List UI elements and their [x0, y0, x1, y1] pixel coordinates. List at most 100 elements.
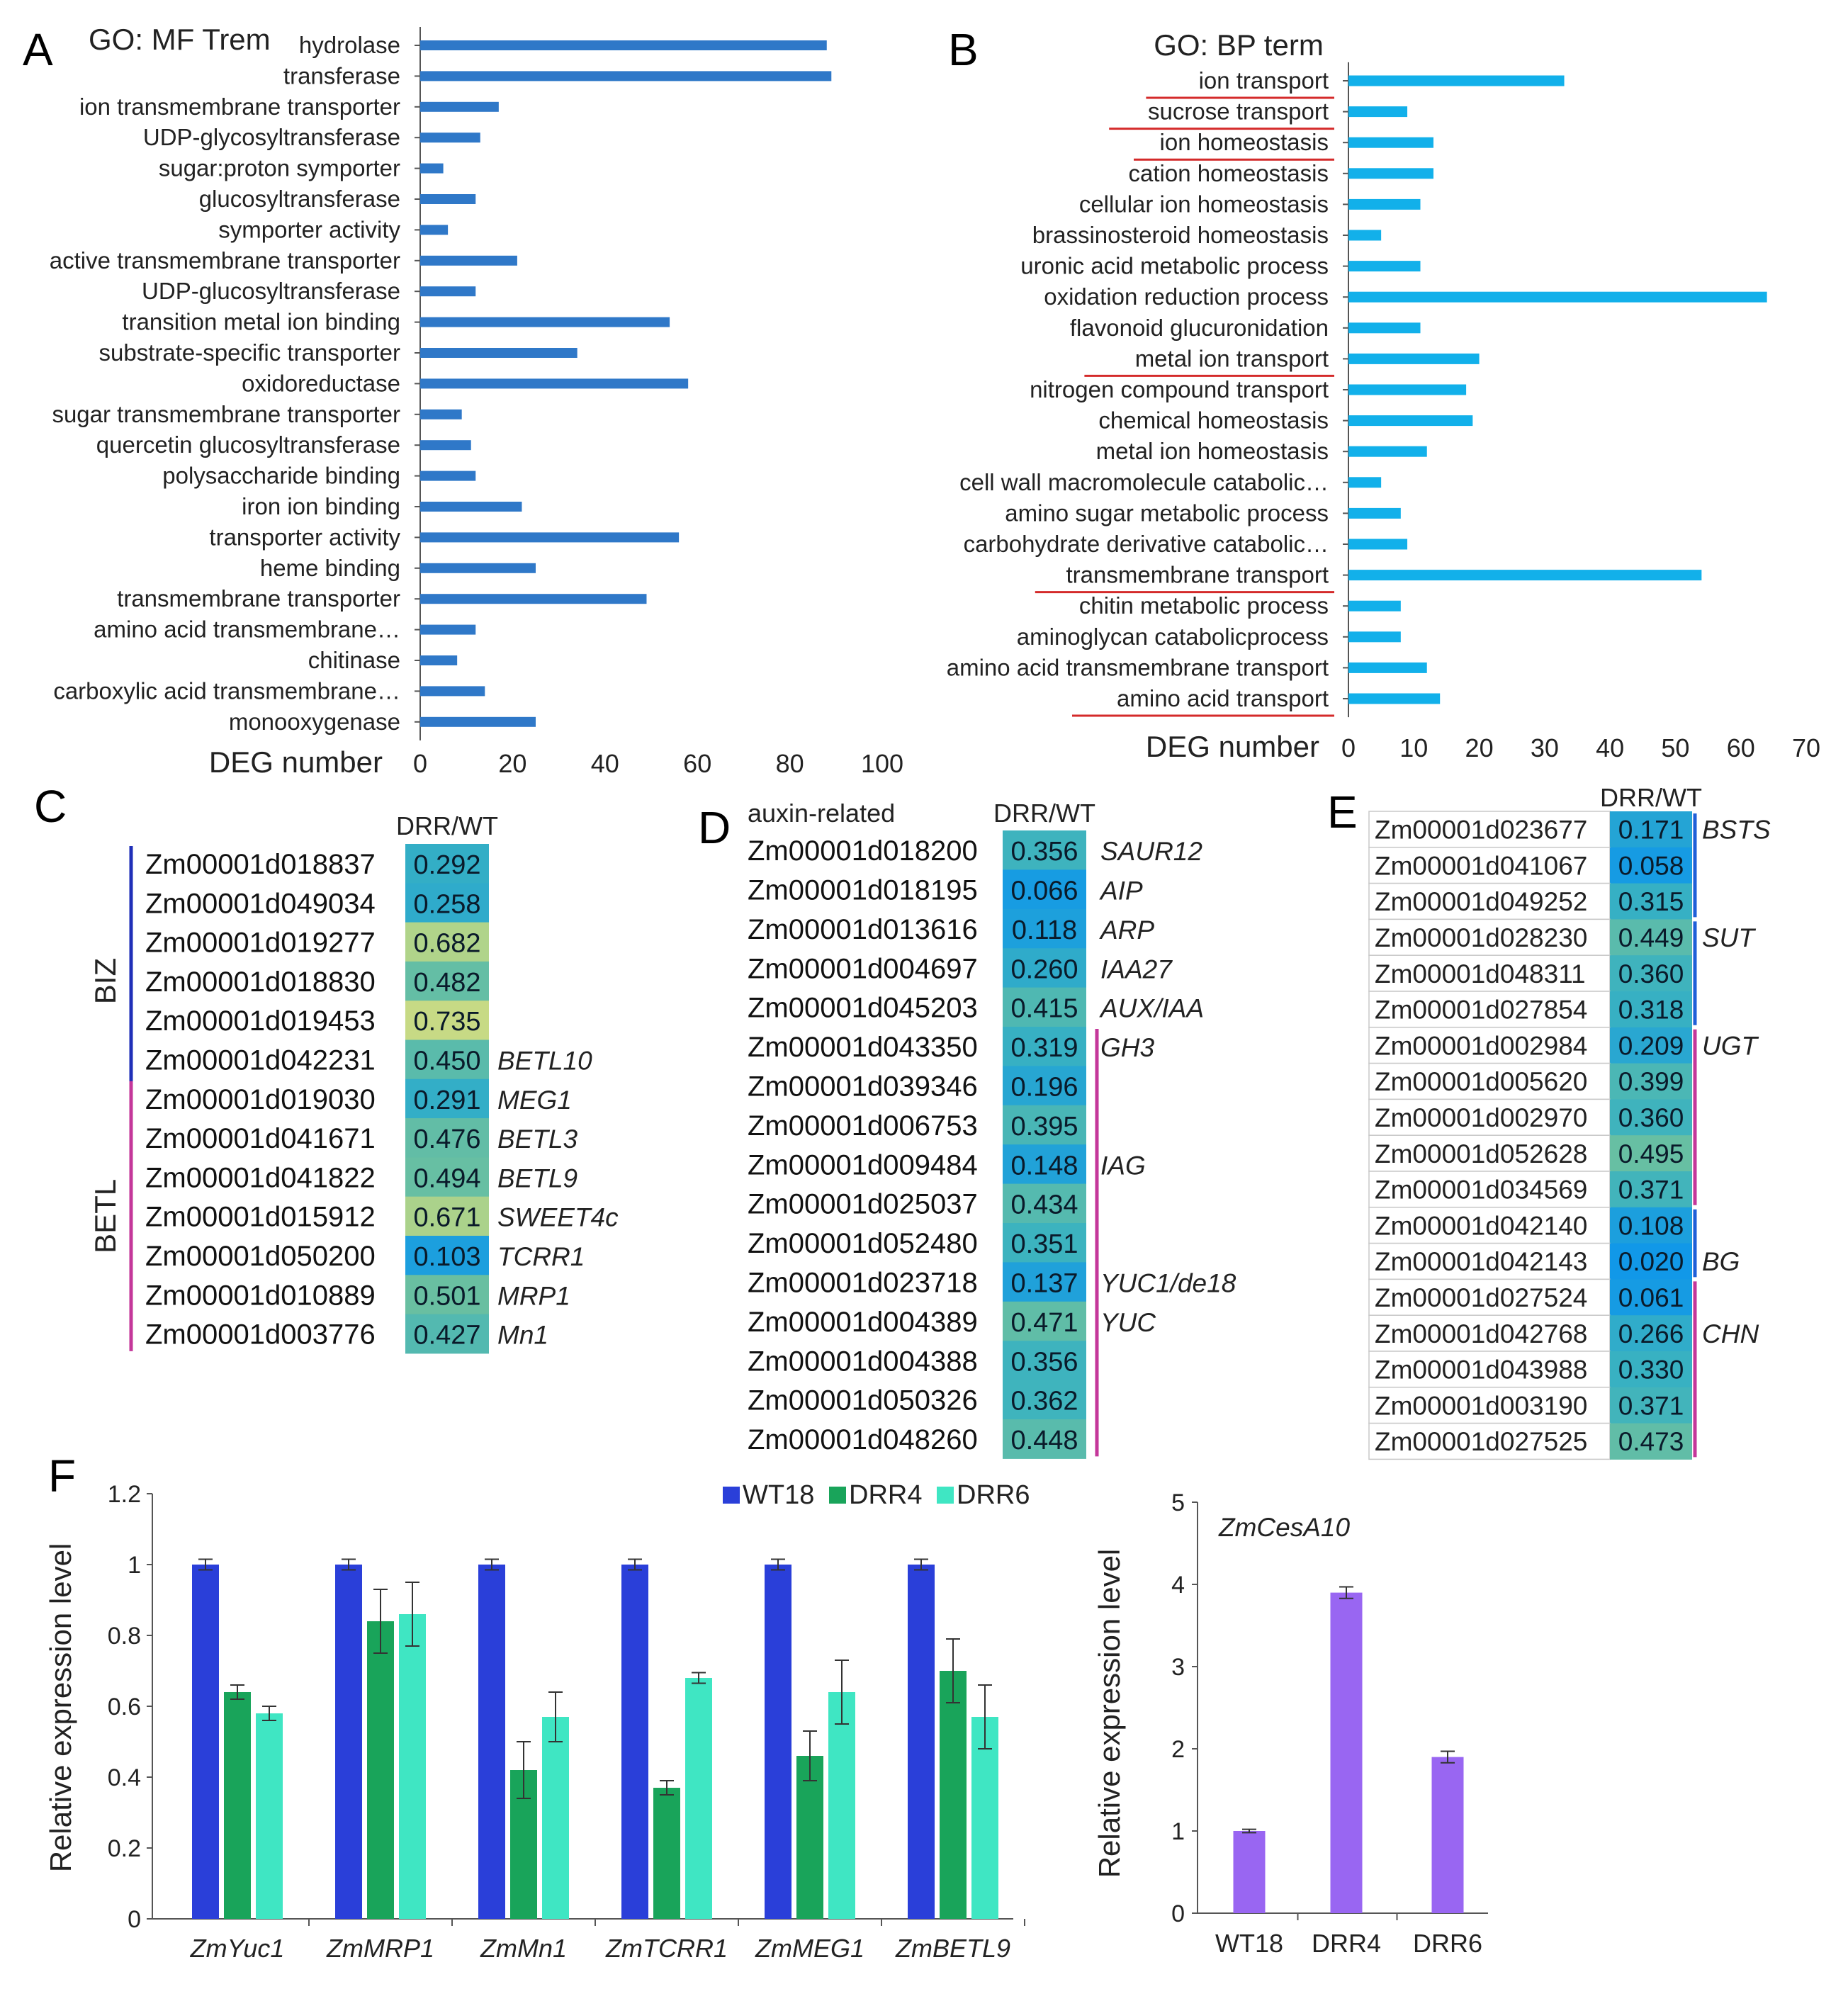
heatmap-cell — [1610, 991, 1692, 1028]
bar — [542, 1717, 569, 1919]
y-tick-label: 1 — [128, 1552, 141, 1579]
x-tick-label: 60 — [1727, 733, 1755, 762]
panel-letter-d: D — [698, 802, 731, 853]
heatmap-cell — [1610, 1351, 1692, 1388]
gene-name: MEG1 — [497, 1086, 572, 1115]
category-label: cellular ion homeostasis — [1079, 191, 1329, 217]
gene-name: YUC — [1100, 1308, 1156, 1337]
heatmap-cell — [1003, 830, 1086, 870]
bar — [1348, 106, 1408, 118]
panel-letter-e: E — [1327, 787, 1358, 838]
gene-id: Zm00001d002970 — [1375, 1103, 1587, 1132]
heatmap-cell — [1003, 908, 1086, 949]
ratio-value: 0.351 — [1010, 1229, 1078, 1259]
bar — [971, 1717, 998, 1919]
table-caption: auxin-related — [748, 799, 895, 828]
heatmap-cell — [1003, 948, 1086, 988]
ratio-value: 0.066 — [1010, 877, 1078, 906]
gene-id: Zm00001d042143 — [1375, 1247, 1587, 1276]
gene-id: Zm00001d042140 — [1375, 1211, 1587, 1240]
gene-id: Zm00001d003190 — [1375, 1391, 1587, 1420]
gene-id: Zm00001d005620 — [1375, 1067, 1587, 1096]
bar — [908, 1565, 935, 1919]
bar — [1348, 600, 1401, 612]
ratio-value: 0.258 — [413, 889, 480, 919]
gene-id: Zm00001d028230 — [1375, 923, 1587, 952]
ratio-value: 0.395 — [1010, 1112, 1078, 1142]
bar — [1330, 1592, 1363, 1913]
heatmap-cell — [405, 844, 489, 884]
y-tick-label: 3 — [1171, 1654, 1185, 1681]
gene-id: Zm00001d052628 — [1375, 1139, 1587, 1168]
bar — [1348, 507, 1401, 519]
bar — [1348, 477, 1382, 488]
heatmap-cell — [1610, 1279, 1692, 1316]
legend-swatch — [829, 1487, 846, 1504]
bar — [256, 1713, 283, 1919]
category-label: flavonoid glucuronidation — [1070, 315, 1329, 341]
ratio-value: 0.137 — [1010, 1269, 1078, 1299]
ratio-value: 0.360 — [1618, 959, 1684, 988]
gene-id: Zm00001d050200 — [145, 1241, 376, 1272]
category-label: polysaccharide binding — [162, 463, 400, 489]
category-label: sugar transmembrane transporter — [52, 401, 400, 427]
gene-name: IAA27 — [1100, 954, 1173, 984]
heatmap-cell — [1610, 1027, 1692, 1064]
heatmap-cell — [405, 1118, 489, 1158]
x-tick-label: 80 — [776, 749, 804, 778]
gene-name: YUC1/de18 — [1100, 1269, 1236, 1298]
bar — [420, 378, 689, 389]
gene-id: Zm00001d019453 — [145, 1005, 376, 1037]
x-category-label: DRR6 — [1413, 1929, 1482, 1958]
bar — [796, 1756, 823, 1919]
heatmap-cell — [405, 1157, 489, 1198]
ratio-value: 0.399 — [1618, 1067, 1684, 1096]
category-label: cation homeostasis — [1129, 160, 1329, 186]
y-tick-label: 1 — [1171, 1818, 1185, 1845]
gene-id: Zm00001d023718 — [748, 1268, 978, 1299]
x-category-label: ZmYuc1 — [190, 1934, 285, 1963]
ratio-value: 0.103 — [413, 1242, 480, 1272]
group-label: BIZ — [89, 958, 122, 1004]
y-axis-title: Relative expression level — [44, 1543, 77, 1873]
gene-name: UGT — [1702, 1031, 1759, 1060]
bar — [1348, 168, 1433, 179]
category-label: amino acid transmembrane transport — [947, 654, 1329, 680]
bar — [1348, 662, 1427, 673]
heatmap-cell — [1610, 919, 1692, 956]
gene-name: GH3 — [1100, 1033, 1155, 1062]
legend-label: WT18 — [743, 1480, 814, 1510]
gene-id: Zm00001d041671 — [145, 1123, 376, 1154]
x-tick-label: 40 — [591, 749, 619, 778]
ratio-value: 0.671 — [413, 1203, 480, 1233]
heatmap-cell — [405, 1039, 489, 1080]
gene-id: Zm00001d006753 — [748, 1110, 978, 1142]
heatmap-cell — [405, 922, 489, 962]
chart-title: GO: BP term — [1154, 28, 1324, 62]
ratio-value: 0.448 — [1010, 1426, 1078, 1455]
x-axis-title: DEG number — [1146, 730, 1319, 763]
gene-id: Zm00001d039346 — [748, 1071, 978, 1103]
bar — [1348, 353, 1480, 364]
heatmap-cell — [405, 1078, 489, 1119]
heatmap-cell — [1610, 1315, 1692, 1352]
bar — [420, 716, 536, 727]
ratio-value: 0.356 — [1010, 1347, 1078, 1377]
x-category-label: ZmBETL9 — [895, 1934, 1010, 1963]
heatmap-cell — [1003, 1066, 1086, 1106]
ratio-value: 0.292 — [413, 850, 480, 880]
bar — [765, 1565, 791, 1919]
legend-label: DRR4 — [849, 1480, 922, 1510]
heatmap-cell — [1610, 955, 1692, 992]
category-label: symporter activity — [218, 216, 400, 242]
ratio-value: 0.266 — [1618, 1319, 1684, 1348]
x-category-label: ZmMRP1 — [326, 1934, 434, 1963]
bar — [1348, 261, 1421, 272]
gene-name: Mn1 — [497, 1321, 548, 1350]
category-label: transporter activity — [209, 524, 400, 550]
heatmap-cell — [1003, 1223, 1086, 1263]
bar — [399, 1614, 426, 1919]
bar — [1348, 693, 1441, 704]
bar — [1348, 230, 1382, 241]
category-label: amino acid transmembrane… — [94, 616, 400, 643]
